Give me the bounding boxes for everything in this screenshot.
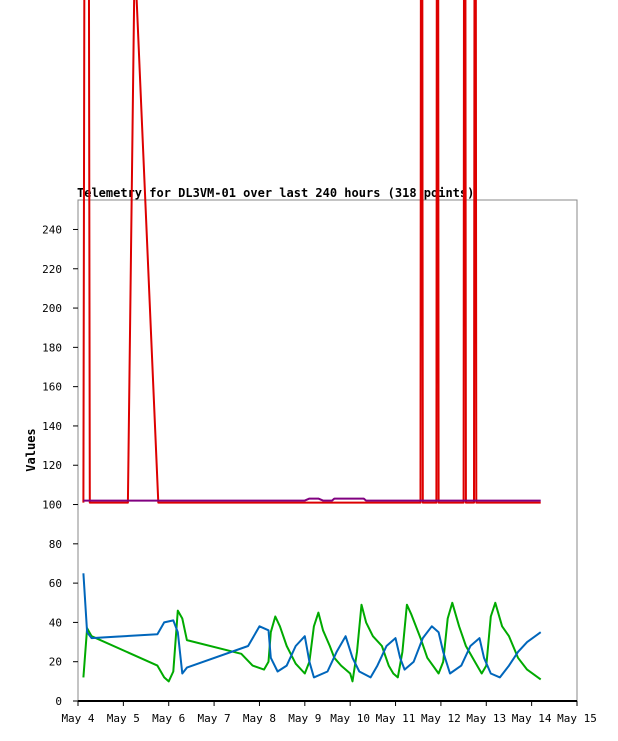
x-tick-label: May 5 <box>107 712 140 725</box>
x-tick-label: May 7 <box>198 712 231 725</box>
plot-area <box>77 199 578 702</box>
x-tick-label: May 6 <box>152 712 185 725</box>
series-line-3 <box>82 601 542 683</box>
y-tick-label: 80 <box>49 538 62 551</box>
y-tick-label: 20 <box>49 656 62 669</box>
series-line-4 <box>82 573 542 679</box>
y-tick-label: 40 <box>49 616 62 629</box>
y-tick-label: 180 <box>42 341 62 354</box>
y-tick-label: 60 <box>49 577 62 590</box>
y-tick-label: 0 <box>55 695 62 708</box>
chart-title: Telemetry for DL3VM-01 over last 240 hou… <box>77 186 474 200</box>
series-line-2 <box>83 497 541 502</box>
y-tick-label: 240 <box>42 223 62 236</box>
x-tick-label: May 15 <box>557 712 597 725</box>
x-tick-label: May 13 <box>466 712 506 725</box>
y-tick-label: 160 <box>42 381 62 394</box>
y-axis-label: Values <box>24 428 38 471</box>
y-tick-label: 120 <box>42 459 62 472</box>
x-tick-label: May 9 <box>288 712 321 725</box>
series-layer <box>82 0 542 683</box>
x-tick-label: May 10 <box>330 712 370 725</box>
x-tick-label: May 12 <box>421 712 461 725</box>
x-tick-label: May 8 <box>243 712 276 725</box>
x-tick-label: May 11 <box>376 712 416 725</box>
x-tick-label: May 4 <box>61 712 94 725</box>
series-line-1 <box>82 0 541 504</box>
y-tick-label: 140 <box>42 420 62 433</box>
y-tick-label: 200 <box>42 302 62 315</box>
y-tick-label: 220 <box>42 263 62 276</box>
y-tick-label: 100 <box>42 499 62 512</box>
x-axis-ticks: May 4 May 5 May 6 May 7 May 8 May 9 May 10 May … <box>61 701 597 725</box>
y-axis-ticks: 0 20 40 60 80 100 120 140 160 180 200 220 240 <box>42 223 78 708</box>
x-tick-label: May 14 <box>512 712 552 725</box>
